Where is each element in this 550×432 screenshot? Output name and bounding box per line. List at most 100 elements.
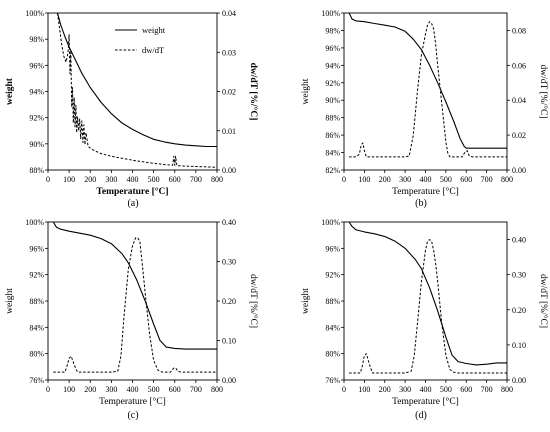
y-tick-label: 92%: [29, 114, 44, 123]
panel-label: (a): [127, 198, 138, 209]
x-axis-title: Temperature [°C]: [96, 186, 168, 197]
x-tick-label: 100: [358, 175, 370, 184]
y2-tick-label: 0.20: [222, 297, 236, 306]
y-tick-label: 90%: [29, 140, 44, 149]
y2-tick-label: 0.40: [512, 236, 526, 245]
x-tick-label: 0: [342, 175, 346, 184]
y-tick-label: 96%: [29, 244, 44, 253]
y-tick-label: 100%: [25, 9, 44, 18]
x-tick-label: 600: [169, 175, 181, 184]
y2-tick-label: 0.10: [512, 341, 526, 350]
y-tick-label: 100%: [321, 9, 340, 18]
x-tick-label: 100: [63, 385, 75, 394]
chart-panels: 0 100 200 300 400 500 600 700 800 88% 90% 92% 94% 96%…: [5, 9, 549, 421]
x-tick-label: 700: [481, 175, 493, 184]
x-tick-label: 500: [440, 175, 452, 184]
rate-series-line-a: [57, 12, 218, 168]
y-tick-label: 94%: [29, 88, 44, 97]
x-tick-label: 100: [63, 175, 75, 184]
x-tick-label: 800: [211, 175, 223, 184]
y2-tick-label: 0.06: [512, 61, 526, 70]
y-tick-label: 88%: [29, 297, 44, 306]
panel-label: (b): [415, 198, 427, 209]
x-tick-label: 0: [46, 175, 50, 184]
x-tick-label: 800: [501, 175, 513, 184]
y-tick-label: 92%: [325, 271, 340, 280]
chart-panel-b: 0 100 200 300 400 500 600 700 800 82% 84% 86% 88% 90%…: [301, 9, 549, 209]
x-tick-label: 300: [399, 175, 411, 184]
x-tick-label: 0: [342, 385, 346, 394]
x-tick-label: 500: [148, 385, 160, 394]
y-axis-title: weight: [5, 77, 15, 105]
y-tick-label: 82%: [325, 166, 340, 175]
x-tick-label: 800: [501, 385, 513, 394]
y2-axis-title: dw/dT [%/°C]: [248, 63, 259, 121]
x-tick-label: 700: [190, 175, 202, 184]
y-tick-label: 86%: [325, 131, 340, 140]
y2-tick-label: 0.08: [512, 26, 526, 35]
rate-series-line-c: [53, 237, 217, 373]
y2-tick-label: 0.01: [222, 127, 236, 136]
x-tick-label: 600: [460, 385, 472, 394]
x-axis-title: Temperature [°C]: [392, 396, 459, 407]
x-tick-label: 200: [84, 385, 96, 394]
x-tick-label: 200: [379, 175, 391, 184]
legend-rate-label: dw/dT: [142, 45, 165, 55]
x-tick-label: 600: [169, 385, 181, 394]
x-tick-label: 0: [46, 385, 50, 394]
x-tick-label: 300: [399, 385, 411, 394]
chart-legend: weight dw/dT: [115, 25, 166, 55]
y-tick-label: 88%: [29, 166, 44, 175]
x-tick-label: 200: [84, 175, 96, 184]
y2-tick-label: 0.02: [512, 131, 526, 140]
y2-axis-title: dw/dT [%/°C]: [538, 64, 549, 118]
y2-axis-title: dw/dT [%/°C]: [248, 274, 259, 328]
weight-series-line-c: [52, 221, 217, 350]
x-tick-label: 800: [211, 385, 223, 394]
y2-tick-label: 0.00: [222, 166, 236, 175]
weight-series-line-a: [56, 12, 217, 148]
y-tick-label: 94%: [325, 61, 340, 70]
y-tick-label: 80%: [29, 350, 44, 359]
y-tick-label: 88%: [325, 114, 340, 123]
y-tick-label: 98%: [325, 26, 340, 35]
weight-series-line-b: [348, 12, 507, 149]
y2-axis-title: dw/dT [%/°C]: [538, 274, 549, 328]
y-tick-label: 90%: [325, 96, 340, 105]
y-axis-title: weight: [301, 78, 311, 104]
y-tick-label: 92%: [325, 79, 340, 88]
y-tick-label: 96%: [325, 244, 340, 253]
y-tick-label: 84%: [29, 323, 44, 332]
x-axis-title: Temperature [°C]: [99, 396, 166, 407]
y-tick-label: 100%: [25, 218, 44, 227]
y-tick-label: 76%: [325, 376, 340, 385]
x-tick-label: 700: [190, 385, 202, 394]
x-axis-title: Temperature [°C]: [392, 186, 459, 197]
y2-tick-label: 0.10: [222, 337, 236, 346]
x-tick-label: 400: [420, 385, 432, 394]
y-axis-title: weight: [301, 288, 311, 314]
panel-label: (d): [415, 410, 427, 421]
y2-tick-label: 0.20: [512, 306, 526, 315]
y-tick-label: 76%: [29, 376, 44, 385]
x-tick-label: 400: [127, 385, 139, 394]
y-tick-label: 84%: [325, 149, 340, 158]
y2-tick-label: 0.04: [512, 96, 526, 105]
y2-tick-label: 0.00: [512, 376, 526, 385]
y-tick-label: 96%: [325, 44, 340, 53]
y2-tick-label: 0.30: [512, 271, 526, 280]
y2-tick-label: 0.40: [222, 218, 236, 227]
y-tick-label: 92%: [29, 271, 44, 280]
x-tick-label: 500: [148, 175, 160, 184]
chart-panel-a: 0 100 200 300 400 500 600 700 800 88% 90% 92% 94% 96%…: [5, 9, 259, 209]
x-tick-label: 300: [105, 175, 117, 184]
y2-tick-label: 0.00: [512, 166, 526, 175]
y2-tick-label: 0.00: [222, 376, 236, 385]
x-tick-label: 600: [460, 175, 472, 184]
panel-label: (c): [127, 410, 138, 421]
weight-series-line-d: [348, 221, 507, 366]
x-tick-label: 400: [127, 175, 139, 184]
rate-series-line-b: [349, 21, 507, 158]
x-tick-label: 400: [420, 175, 432, 184]
